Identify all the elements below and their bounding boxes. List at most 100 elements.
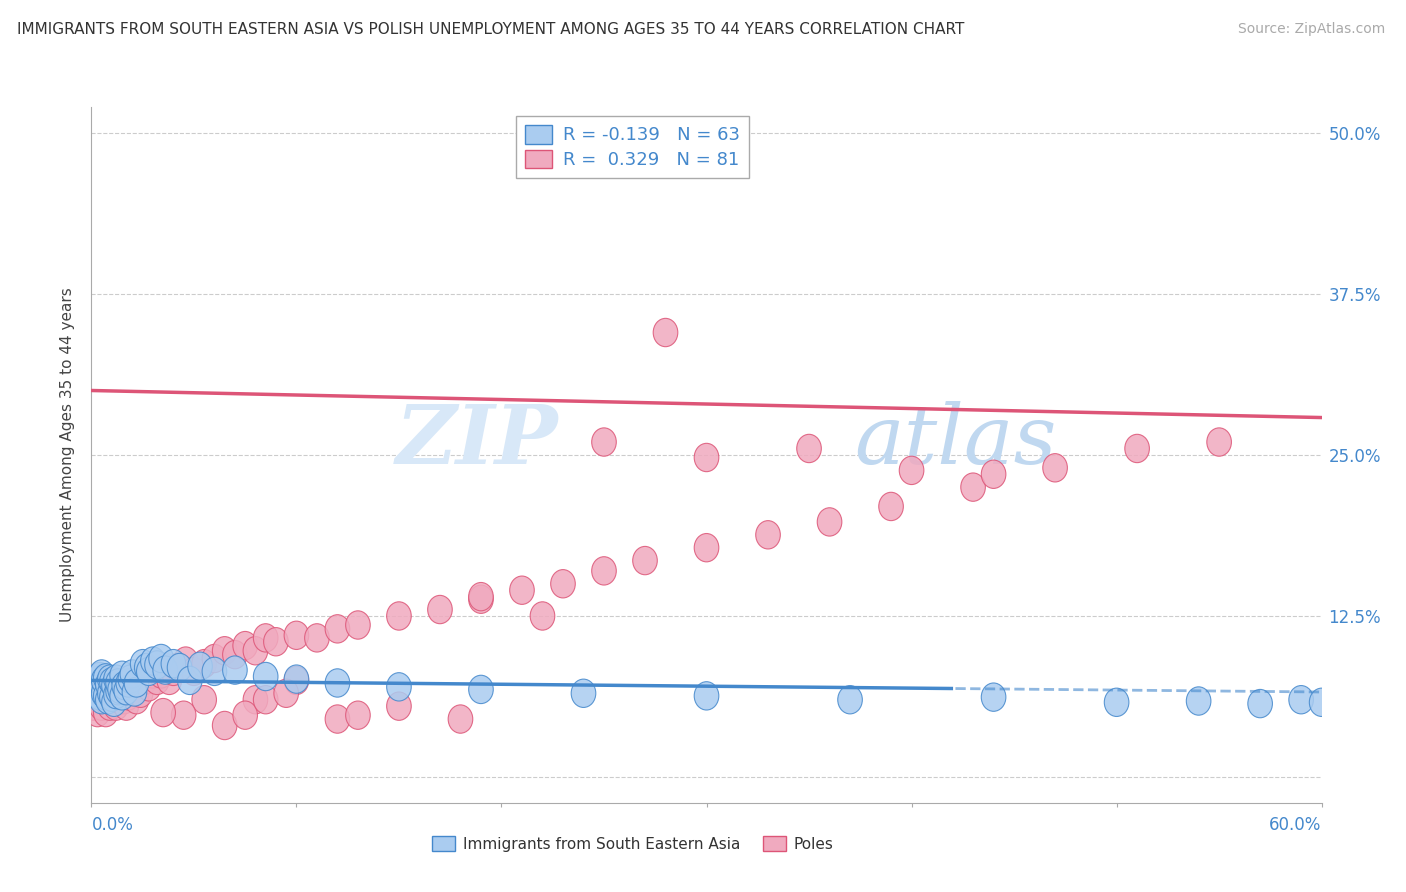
Ellipse shape <box>100 683 124 711</box>
Ellipse shape <box>93 698 118 727</box>
Ellipse shape <box>592 428 616 456</box>
Ellipse shape <box>181 657 207 686</box>
Ellipse shape <box>83 679 108 707</box>
Ellipse shape <box>101 688 127 716</box>
Ellipse shape <box>346 611 370 640</box>
Ellipse shape <box>112 686 136 714</box>
Ellipse shape <box>1104 688 1129 716</box>
Ellipse shape <box>346 701 370 730</box>
Ellipse shape <box>509 576 534 605</box>
Ellipse shape <box>188 652 212 681</box>
Ellipse shape <box>263 628 288 656</box>
Ellipse shape <box>91 686 117 714</box>
Ellipse shape <box>756 521 780 549</box>
Ellipse shape <box>202 657 226 686</box>
Ellipse shape <box>145 666 169 695</box>
Ellipse shape <box>633 547 657 574</box>
Ellipse shape <box>141 647 166 675</box>
Ellipse shape <box>325 669 350 698</box>
Ellipse shape <box>253 686 278 714</box>
Ellipse shape <box>132 666 157 695</box>
Ellipse shape <box>93 681 118 710</box>
Ellipse shape <box>449 705 472 733</box>
Ellipse shape <box>82 692 105 721</box>
Ellipse shape <box>115 681 141 710</box>
Ellipse shape <box>90 669 114 698</box>
Ellipse shape <box>83 670 108 698</box>
Ellipse shape <box>82 675 105 704</box>
Ellipse shape <box>149 660 173 688</box>
Ellipse shape <box>173 647 198 675</box>
Ellipse shape <box>468 585 494 614</box>
Ellipse shape <box>104 665 128 693</box>
Ellipse shape <box>243 637 267 665</box>
Ellipse shape <box>1043 454 1067 482</box>
Ellipse shape <box>243 686 267 714</box>
Text: ZIP: ZIP <box>396 401 558 481</box>
Ellipse shape <box>981 460 1005 489</box>
Ellipse shape <box>86 698 110 727</box>
Ellipse shape <box>284 666 309 695</box>
Ellipse shape <box>141 660 166 688</box>
Ellipse shape <box>97 665 122 693</box>
Ellipse shape <box>118 665 142 693</box>
Text: IMMIGRANTS FROM SOUTH EASTERN ASIA VS POLISH UNEMPLOYMENT AMONG AGES 35 TO 44 YE: IMMIGRANTS FROM SOUTH EASTERN ASIA VS PO… <box>17 22 965 37</box>
Ellipse shape <box>131 649 155 678</box>
Ellipse shape <box>90 660 114 688</box>
Ellipse shape <box>86 666 110 695</box>
Ellipse shape <box>592 557 616 585</box>
Ellipse shape <box>222 640 247 669</box>
Ellipse shape <box>145 651 169 679</box>
Ellipse shape <box>97 679 122 707</box>
Text: 0.0%: 0.0% <box>91 816 134 834</box>
Ellipse shape <box>1289 686 1313 714</box>
Ellipse shape <box>100 667 124 696</box>
Ellipse shape <box>654 318 678 347</box>
Ellipse shape <box>105 669 131 698</box>
Ellipse shape <box>212 637 238 665</box>
Ellipse shape <box>233 701 257 730</box>
Ellipse shape <box>900 456 924 484</box>
Ellipse shape <box>817 508 842 536</box>
Ellipse shape <box>115 669 141 698</box>
Ellipse shape <box>104 681 128 709</box>
Ellipse shape <box>122 678 146 706</box>
Ellipse shape <box>695 681 718 710</box>
Ellipse shape <box>284 665 309 693</box>
Ellipse shape <box>124 669 149 698</box>
Ellipse shape <box>468 675 494 704</box>
Ellipse shape <box>150 698 176 727</box>
Ellipse shape <box>149 644 173 673</box>
Ellipse shape <box>177 666 202 695</box>
Ellipse shape <box>325 705 350 733</box>
Ellipse shape <box>93 664 118 692</box>
Ellipse shape <box>120 673 145 701</box>
Ellipse shape <box>212 711 238 739</box>
Ellipse shape <box>87 681 112 710</box>
Ellipse shape <box>128 679 153 707</box>
Ellipse shape <box>695 533 718 562</box>
Ellipse shape <box>387 602 411 630</box>
Ellipse shape <box>1206 428 1232 456</box>
Ellipse shape <box>136 657 162 686</box>
Ellipse shape <box>86 673 110 701</box>
Ellipse shape <box>1249 690 1272 718</box>
Ellipse shape <box>274 679 298 707</box>
Ellipse shape <box>191 649 217 678</box>
Ellipse shape <box>838 686 862 714</box>
Ellipse shape <box>387 692 411 721</box>
Ellipse shape <box>153 656 177 684</box>
Ellipse shape <box>284 621 309 649</box>
Ellipse shape <box>191 686 217 714</box>
Ellipse shape <box>96 686 120 714</box>
Ellipse shape <box>305 624 329 652</box>
Ellipse shape <box>233 632 257 660</box>
Ellipse shape <box>981 683 1005 711</box>
Ellipse shape <box>90 692 114 721</box>
Ellipse shape <box>105 676 131 705</box>
Ellipse shape <box>90 686 114 714</box>
Y-axis label: Unemployment Among Ages 35 to 44 years: Unemployment Among Ages 35 to 44 years <box>60 287 76 623</box>
Ellipse shape <box>110 681 135 710</box>
Ellipse shape <box>91 679 117 707</box>
Ellipse shape <box>695 443 718 472</box>
